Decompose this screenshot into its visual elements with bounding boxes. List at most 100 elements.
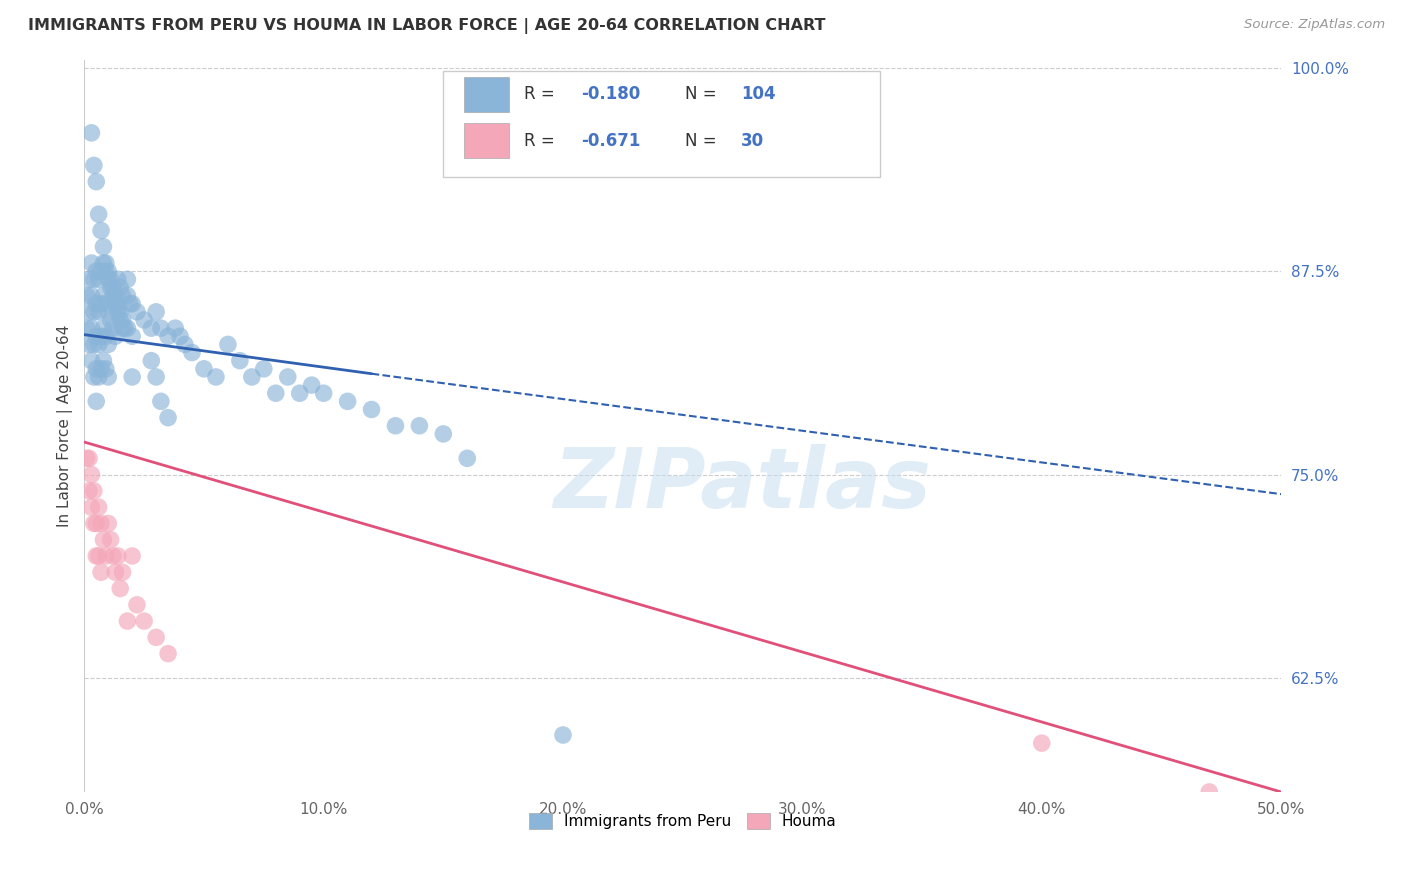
Point xyxy=(107,549,129,563)
Point xyxy=(149,321,172,335)
Point xyxy=(100,272,122,286)
Point xyxy=(90,566,112,580)
Point xyxy=(93,288,115,302)
Text: R =: R = xyxy=(523,86,560,103)
Point xyxy=(94,296,117,310)
Point xyxy=(83,158,105,172)
Point xyxy=(94,256,117,270)
Point xyxy=(277,370,299,384)
Point xyxy=(157,647,180,661)
Point xyxy=(84,264,107,278)
Point xyxy=(97,516,120,531)
Point xyxy=(145,305,167,319)
Point xyxy=(1031,736,1053,750)
Point xyxy=(77,483,100,498)
Point xyxy=(118,296,141,310)
Point xyxy=(77,305,100,319)
Point xyxy=(100,280,122,294)
Point xyxy=(121,370,143,384)
Point xyxy=(83,305,105,319)
Point xyxy=(240,370,263,384)
Point xyxy=(83,370,105,384)
Text: R =: R = xyxy=(523,132,560,150)
Point xyxy=(111,321,134,335)
Point xyxy=(87,370,110,384)
Point xyxy=(84,329,107,343)
Point xyxy=(90,516,112,531)
Point xyxy=(101,288,124,302)
Point xyxy=(229,353,252,368)
Point xyxy=(108,305,131,319)
Point xyxy=(84,394,107,409)
Point xyxy=(134,614,156,628)
Point xyxy=(193,361,215,376)
Point xyxy=(117,272,139,286)
Point xyxy=(121,549,143,563)
Point xyxy=(141,321,163,335)
Point xyxy=(100,313,122,327)
Point xyxy=(93,533,115,547)
Point xyxy=(90,361,112,376)
Point xyxy=(87,305,110,319)
Point xyxy=(84,175,107,189)
Y-axis label: In Labor Force | Age 20-64: In Labor Force | Age 20-64 xyxy=(58,325,73,527)
Point xyxy=(77,337,100,351)
Point xyxy=(83,272,105,286)
Point xyxy=(84,296,107,310)
FancyBboxPatch shape xyxy=(464,77,509,112)
Point xyxy=(114,321,136,335)
Point xyxy=(77,272,100,286)
Point xyxy=(145,370,167,384)
Text: -0.180: -0.180 xyxy=(581,86,640,103)
Point xyxy=(90,296,112,310)
Point xyxy=(145,631,167,645)
Point xyxy=(360,402,382,417)
Point xyxy=(97,264,120,278)
Point xyxy=(101,280,124,294)
Point xyxy=(173,337,195,351)
Point xyxy=(408,418,430,433)
Point xyxy=(87,500,110,515)
Point xyxy=(432,426,454,441)
Point xyxy=(181,345,204,359)
Point xyxy=(117,288,139,302)
Point xyxy=(77,451,100,466)
Point xyxy=(117,614,139,628)
Point xyxy=(80,500,103,515)
Point xyxy=(111,313,134,327)
Point xyxy=(94,264,117,278)
Point xyxy=(83,516,105,531)
Point xyxy=(108,280,131,294)
Point xyxy=(97,337,120,351)
Point xyxy=(107,305,129,319)
Point xyxy=(101,321,124,335)
Point xyxy=(217,337,239,351)
Point xyxy=(104,288,127,302)
Point xyxy=(108,313,131,327)
Point xyxy=(301,378,323,392)
Point xyxy=(312,386,335,401)
Point xyxy=(83,337,105,351)
Point xyxy=(83,483,105,498)
Point xyxy=(107,272,129,286)
Point xyxy=(1198,785,1220,799)
Point xyxy=(104,566,127,580)
Point xyxy=(97,272,120,286)
Point xyxy=(80,126,103,140)
Point xyxy=(84,361,107,376)
Point xyxy=(205,370,228,384)
Text: N =: N = xyxy=(685,132,721,150)
Point xyxy=(253,361,276,376)
Point xyxy=(90,329,112,343)
Point xyxy=(84,549,107,563)
Point xyxy=(76,288,98,302)
Point xyxy=(117,321,139,335)
FancyBboxPatch shape xyxy=(464,123,509,158)
Text: ZIPatlas: ZIPatlas xyxy=(554,444,931,524)
Point xyxy=(108,582,131,596)
Point xyxy=(384,418,406,433)
Text: 30: 30 xyxy=(741,132,765,150)
Text: IMMIGRANTS FROM PERU VS HOUMA IN LABOR FORCE | AGE 20-64 CORRELATION CHART: IMMIGRANTS FROM PERU VS HOUMA IN LABOR F… xyxy=(28,18,825,34)
Point xyxy=(80,467,103,482)
Point xyxy=(264,386,287,401)
